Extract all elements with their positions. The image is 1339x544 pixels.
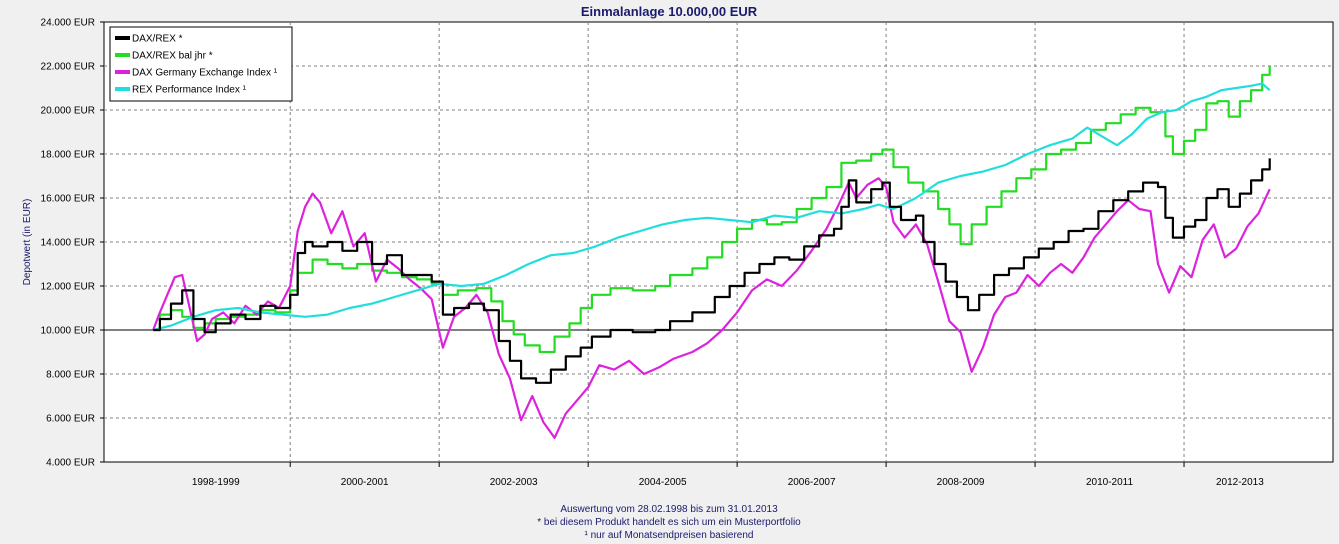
- y-tick-label: 12.000 EUR: [41, 282, 95, 293]
- footer-line-1: Auswertung vom 28.02.1998 bis zum 31.01.…: [560, 504, 778, 515]
- y-axis: 4.000 EUR 6.000 EUR 8.000 EUR 10.000 EUR 12.…: [41, 18, 104, 469]
- footer-line-3: ¹ nur auf Monatsendpreisen basierend: [585, 530, 754, 541]
- y-tick-label: 10.000 EUR: [41, 326, 95, 337]
- y-tick-label: 6.000 EUR: [46, 414, 95, 425]
- legend: DAX/REX * DAX/REX bal jhr * DAX Germany Ex…: [109, 26, 293, 102]
- legend-entry: DAX/REX *: [132, 34, 183, 45]
- x-tick-label: 2006-2007: [788, 477, 836, 488]
- y-tick-label: 22.000 EUR: [41, 62, 95, 73]
- y-tick-label: 20.000 EUR: [41, 106, 95, 117]
- y-axis-label: Depotwert (in EUR): [22, 199, 33, 286]
- y-tick-label: 8.000 EUR: [46, 370, 95, 381]
- series-line-2: [153, 66, 1271, 354]
- series-group: [152, 66, 1271, 439]
- y-tick-label: 24.000 EUR: [41, 18, 95, 29]
- grid: [104, 22, 1333, 462]
- legend-entry: DAX Germany Exchange Index ¹: [132, 68, 278, 79]
- y-tick-label: 14.000 EUR: [41, 238, 95, 249]
- legend-entry: REX Performance Index ¹: [132, 85, 247, 96]
- x-tick-label: 2004-2005: [639, 477, 687, 488]
- x-tick-label: 2000-2001: [341, 477, 389, 488]
- y-tick-label: 18.000 EUR: [41, 150, 95, 161]
- x-tick-label: 2008-2009: [937, 477, 985, 488]
- legend-entry: DAX/REX bal jhr *: [132, 51, 213, 62]
- x-tick-label: 2002-2003: [490, 477, 538, 488]
- series-line-1: [153, 158, 1271, 384]
- x-tick-label: 1998-1999: [192, 477, 240, 488]
- y-tick-label: 4.000 EUR: [46, 458, 95, 469]
- chart-title: Einmalanlage 10.000,00 EUR: [581, 4, 758, 19]
- y-tick-label: 16.000 EUR: [41, 194, 95, 205]
- x-axis: 1998-1999 2000-2001 2002-2003 2004-2005 2006…: [192, 462, 1264, 488]
- series-line-3: [152, 177, 1271, 439]
- x-tick-label: 2010-2011: [1086, 477, 1134, 488]
- legend-box: [109, 26, 293, 102]
- footer-line-2: * bei diesem Produkt handelt es sich um …: [537, 517, 801, 528]
- series-line-4: [152, 82, 1271, 332]
- x-tick-label: 2012-2013: [1216, 477, 1264, 488]
